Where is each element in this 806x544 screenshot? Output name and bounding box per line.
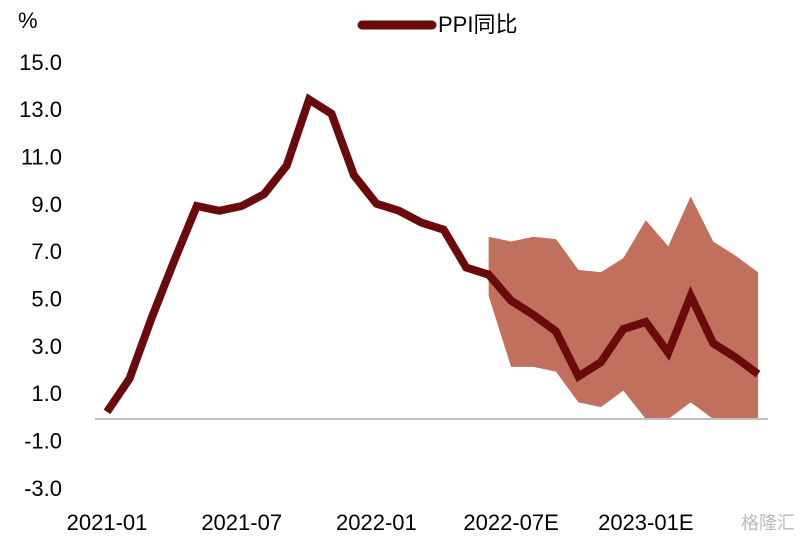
y-tick-label: 9.0 [31,192,62,217]
y-tick-label: 3.0 [31,334,62,359]
x-tick-label: 2022-01 [336,510,417,535]
y-tick-label: 15.0 [19,50,62,75]
x-tick-label: 2021-07 [201,510,282,535]
y-tick-label: 5.0 [31,286,62,311]
legend-label: PPI同比 [438,12,517,37]
y-unit-label: % [18,8,38,33]
y-tick-label: -3.0 [24,476,62,501]
y-tick-label: 11.0 [21,144,62,169]
forecast-band [488,196,759,419]
x-tick-label: 2022-07E [463,510,558,535]
y-tick-label: 13.0 [19,97,62,122]
line-series [103,93,761,415]
y-tick-label: 1.0 [31,381,62,406]
x-tick-label: 2023-01E [598,510,693,535]
y-tick-label: 7.0 [31,239,62,264]
x-tick-label: 2021-01 [67,510,148,535]
y-tick-label: -1.0 [24,428,62,453]
watermark: 格隆汇 [741,513,795,533]
